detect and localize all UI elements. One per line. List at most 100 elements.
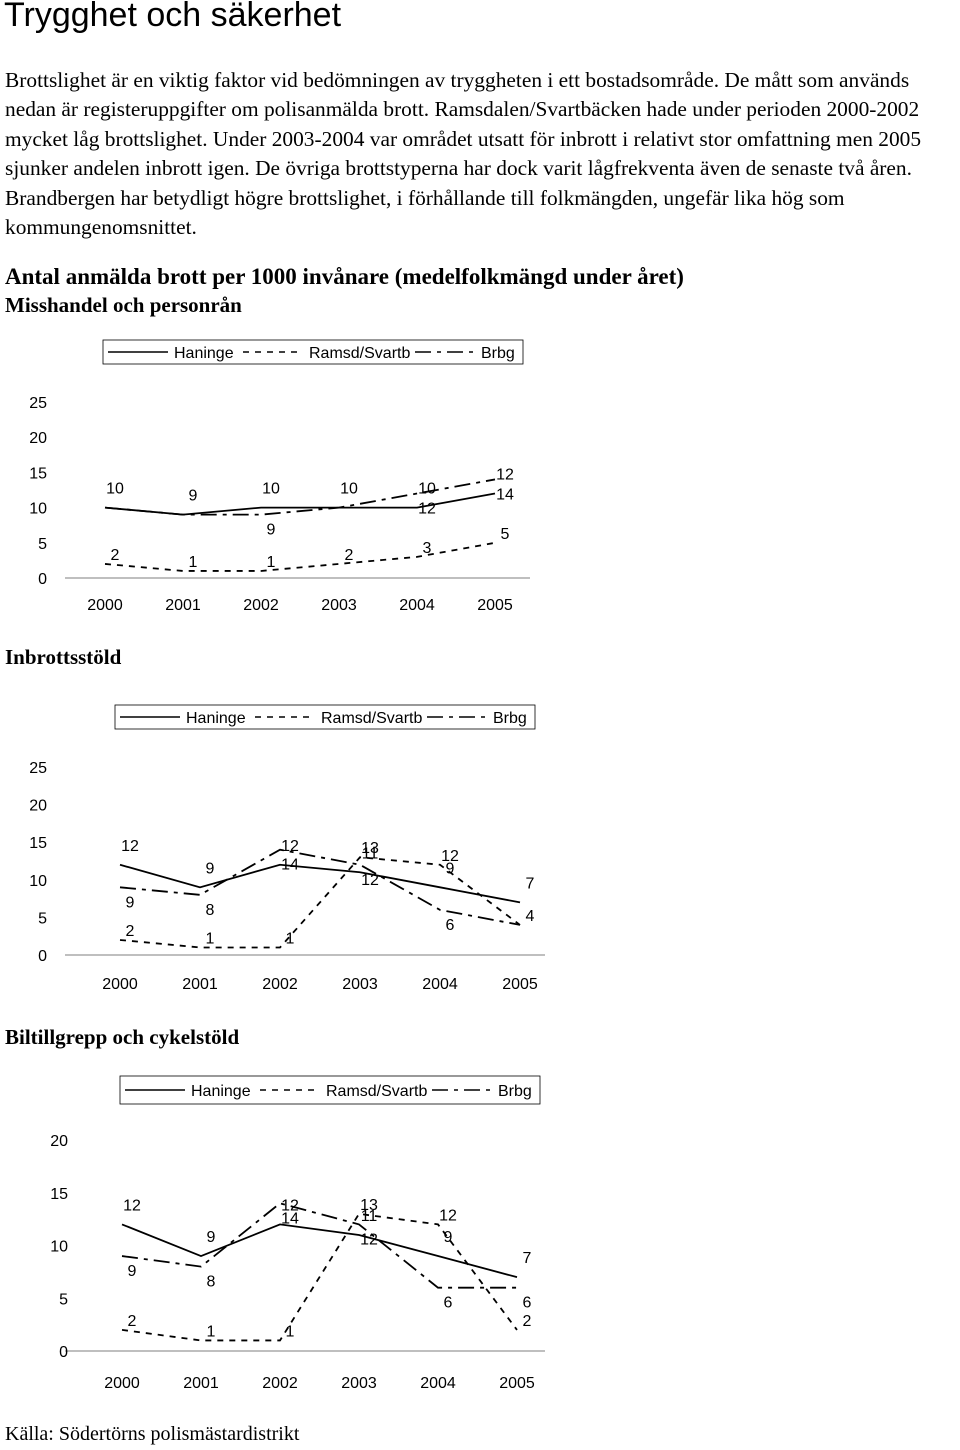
legend-frame <box>114 704 536 730</box>
y-tick-label-5: 25 <box>29 395 47 412</box>
x-tick-label-4: 2004 <box>422 976 458 993</box>
data-label: 12 <box>281 1197 299 1214</box>
data-label: 10 <box>106 481 124 498</box>
y-tick-label-1: 5 <box>38 536 47 553</box>
legend-frame <box>102 339 524 365</box>
x-tick-label-1: 2001 <box>165 597 201 614</box>
data-label: 9 <box>446 860 455 877</box>
x-tick-label-5: 2005 <box>499 1375 535 1392</box>
data-label: 12 <box>361 872 379 889</box>
data-label: 9 <box>189 488 198 505</box>
data-label: 9 <box>128 1263 137 1280</box>
data-label: 12 <box>418 501 436 518</box>
y-tick-label-0: 0 <box>38 571 47 588</box>
x-tick-label-3: 2003 <box>342 976 378 993</box>
series-line-ramsd-svartb <box>121 1212 518 1342</box>
data-label: 8 <box>207 1274 216 1291</box>
data-label: 1 <box>267 554 276 571</box>
legend-entry-2: Brbg <box>481 345 515 362</box>
chart-legend: Haninge Ramsd/Svartb Brbg <box>114 704 536 730</box>
x-tick-label-3: 2003 <box>321 597 357 614</box>
x-tick-label-0: 2000 <box>104 1375 140 1392</box>
y-tick-label-2: 10 <box>50 1239 68 1256</box>
y-tick-label-0: 0 <box>59 1344 68 1361</box>
legend-frame <box>119 1075 541 1105</box>
data-label: 12 <box>281 838 299 855</box>
chart-3-title: Biltillgrepp och cykelstöld <box>5 1025 240 1049</box>
chart-biltillgrepp: Haninge Ramsd/Svartb Brbg 0 5 10 15 20 2000 2001 2… <box>50 1075 545 1392</box>
series-line-brbg <box>104 478 496 516</box>
y-tick-label-2: 10 <box>29 501 47 518</box>
data-label: 6 <box>446 917 455 934</box>
data-label: 2 <box>111 547 120 564</box>
legend-entry-0: Haninge <box>186 710 246 727</box>
y-tick-label-0: 0 <box>38 948 47 965</box>
data-label: 9 <box>444 1229 453 1246</box>
y-tick-label-5: 25 <box>29 760 47 777</box>
data-label: 7 <box>526 875 535 892</box>
x-tick-label-1: 2001 <box>182 976 218 993</box>
data-label: 2 <box>523 1313 532 1330</box>
data-label: 3 <box>423 540 432 557</box>
data-label: 2 <box>128 1313 137 1330</box>
data-label: 13 <box>360 1197 378 1214</box>
data-label: 14 <box>281 1210 299 1227</box>
y-tick-label-1: 5 <box>59 1291 68 1308</box>
main-heading: Antal anmälda brott per 1000 invånare (m… <box>5 264 684 289</box>
y-tick-label-3: 15 <box>50 1186 68 1203</box>
data-label: 1 <box>206 930 215 947</box>
legend-entry-2: Brbg <box>493 710 527 727</box>
chart-2-title: Inbrottsstöld <box>5 645 122 669</box>
y-tick-label-4: 20 <box>50 1133 68 1150</box>
x-tick-label-5: 2005 <box>477 597 513 614</box>
data-label: 9 <box>206 860 215 877</box>
data-label: 1 <box>189 554 198 571</box>
y-tick-label-1: 5 <box>38 910 47 927</box>
chart-inbrottsstold: Haninge Ramsd/Svartb Brbg 0 5 10 15 20 25 2000 200… <box>29 704 545 993</box>
data-label: 5 <box>501 526 510 543</box>
data-label: 12 <box>496 467 514 484</box>
chart-legend: Haninge Ramsd/Svartb Brbg <box>119 1075 541 1105</box>
series-line-haninge <box>121 1223 518 1279</box>
chart-legend: Haninge Ramsd/Svartb Brbg <box>102 339 524 365</box>
x-tick-label-0: 2000 <box>102 976 138 993</box>
x-tick-label-3: 2003 <box>341 1375 377 1392</box>
series-line-brbg <box>121 1202 517 1289</box>
data-label: 11 <box>362 845 379 862</box>
data-label: 9 <box>267 522 276 539</box>
chart-1-title: Misshandel och personrån <box>5 293 242 317</box>
data-label: 6 <box>523 1295 532 1312</box>
data-label: 1 <box>286 1323 295 1340</box>
legend-entry-0: Haninge <box>191 1083 251 1100</box>
data-label: 10 <box>262 481 280 498</box>
series-line-brbg <box>119 848 521 926</box>
data-label: 11 <box>361 1208 378 1225</box>
series-line-haninge <box>119 863 521 904</box>
x-tick-label-1: 2001 <box>183 1375 219 1392</box>
x-tick-label-4: 2004 <box>420 1375 456 1392</box>
data-label: 9 <box>126 894 135 911</box>
data-label: 14 <box>281 857 299 874</box>
intro-paragraph: Brottslighet är en viktig faktor vid bed… <box>5 68 922 240</box>
source-note: Källa: Södertörns polismästardistrikt <box>5 1423 300 1445</box>
legend-entry-1: Ramsd/Svartb <box>326 1083 427 1100</box>
data-label: 8 <box>206 902 215 919</box>
y-tick-label-3: 15 <box>29 835 47 852</box>
data-label: 10 <box>340 481 358 498</box>
data-label: 12 <box>121 838 139 855</box>
data-label: 12 <box>123 1197 141 1214</box>
data-label: 4 <box>526 908 535 925</box>
data-label: 1 <box>286 930 295 947</box>
y-tick-label-4: 20 <box>29 798 47 815</box>
y-tick-label-2: 10 <box>29 873 47 890</box>
legend-entry-1: Ramsd/Svartb <box>321 710 422 727</box>
series-line-ramsd-svartb <box>104 541 496 572</box>
y-tick-label-3: 15 <box>29 465 47 482</box>
legend-entry-1: Ramsd/Svartb <box>309 345 410 362</box>
data-label: 14 <box>496 486 514 503</box>
data-label: 2 <box>345 547 354 564</box>
data-label: 7 <box>523 1250 532 1267</box>
y-tick-label-4: 20 <box>29 430 47 447</box>
legend-entry-2: Brbg <box>498 1083 532 1100</box>
